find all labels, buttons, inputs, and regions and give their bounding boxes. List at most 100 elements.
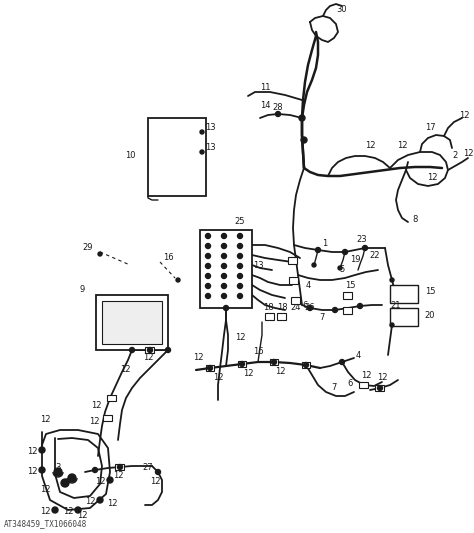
Text: 25: 25 <box>235 217 245 227</box>
Circle shape <box>98 252 102 256</box>
Text: 22: 22 <box>370 251 380 260</box>
Circle shape <box>332 308 337 312</box>
Circle shape <box>206 233 210 238</box>
Text: 12: 12 <box>361 370 371 379</box>
Text: 12: 12 <box>193 353 203 362</box>
Circle shape <box>237 244 243 248</box>
Circle shape <box>52 507 58 513</box>
Circle shape <box>357 303 363 309</box>
Circle shape <box>39 467 45 473</box>
Text: 12: 12 <box>150 478 160 487</box>
Text: 12: 12 <box>243 369 253 378</box>
Text: 16: 16 <box>253 348 264 357</box>
Text: 12: 12 <box>143 353 153 362</box>
Bar <box>277 312 286 319</box>
Text: 4: 4 <box>356 351 361 359</box>
Circle shape <box>224 305 228 311</box>
Circle shape <box>92 467 98 472</box>
Text: 17: 17 <box>425 124 435 133</box>
Bar <box>108 395 117 401</box>
Bar <box>103 415 112 421</box>
Bar <box>200 230 252 308</box>
Circle shape <box>118 464 122 470</box>
Circle shape <box>208 366 212 370</box>
Text: 4: 4 <box>305 280 310 289</box>
Circle shape <box>200 150 204 154</box>
Text: 12: 12 <box>27 448 37 456</box>
Circle shape <box>221 233 227 238</box>
Circle shape <box>237 263 243 269</box>
Text: 15: 15 <box>345 280 355 289</box>
Text: 12: 12 <box>365 141 375 149</box>
Text: 13: 13 <box>205 143 215 152</box>
Text: 12: 12 <box>85 497 95 506</box>
Circle shape <box>75 507 81 513</box>
Text: 13: 13 <box>253 261 264 270</box>
Bar <box>302 362 310 368</box>
Text: 12: 12 <box>89 417 99 426</box>
Text: 8: 8 <box>412 215 418 224</box>
Bar <box>290 277 299 284</box>
Circle shape <box>308 305 312 311</box>
Text: 7: 7 <box>319 313 325 322</box>
Text: 26: 26 <box>305 303 315 312</box>
Text: 6: 6 <box>347 379 353 389</box>
Text: 12: 12 <box>40 416 50 424</box>
Text: 12: 12 <box>427 174 437 182</box>
Text: 29: 29 <box>83 244 93 253</box>
Circle shape <box>206 244 210 248</box>
Text: 24: 24 <box>291 303 301 312</box>
Circle shape <box>221 273 227 279</box>
Text: 18: 18 <box>277 303 287 312</box>
Text: 12: 12 <box>235 334 245 343</box>
Text: 9: 9 <box>79 286 85 295</box>
Circle shape <box>237 284 243 288</box>
Circle shape <box>147 348 153 352</box>
Text: 12: 12 <box>113 471 123 480</box>
Circle shape <box>221 254 227 259</box>
Text: 12: 12 <box>77 512 87 521</box>
Bar <box>238 361 246 367</box>
Text: 12: 12 <box>40 486 50 495</box>
Text: 18: 18 <box>263 303 273 312</box>
Text: 14: 14 <box>260 101 270 109</box>
Text: AT348459_TX1066048: AT348459_TX1066048 <box>4 519 87 528</box>
Text: 27: 27 <box>143 464 153 472</box>
Circle shape <box>316 247 320 253</box>
Circle shape <box>237 273 243 279</box>
Circle shape <box>390 323 394 327</box>
Text: 12: 12 <box>213 374 223 383</box>
Text: 6: 6 <box>302 301 308 310</box>
Circle shape <box>363 246 367 251</box>
Text: 12: 12 <box>27 467 37 477</box>
Text: 12: 12 <box>459 110 469 119</box>
Text: 30: 30 <box>337 5 347 14</box>
Bar <box>270 359 278 365</box>
Circle shape <box>221 263 227 269</box>
Text: 16: 16 <box>163 254 173 262</box>
Circle shape <box>303 362 309 367</box>
Circle shape <box>237 254 243 259</box>
Text: 3: 3 <box>55 463 61 472</box>
Text: 23: 23 <box>357 236 367 245</box>
Circle shape <box>61 479 69 487</box>
Text: 12: 12 <box>377 374 387 383</box>
Text: 7: 7 <box>331 384 337 392</box>
Circle shape <box>221 294 227 298</box>
Circle shape <box>312 263 316 267</box>
Circle shape <box>54 468 62 476</box>
Text: 12: 12 <box>120 366 130 375</box>
Text: 12: 12 <box>463 149 473 158</box>
Text: 20: 20 <box>425 311 435 319</box>
Circle shape <box>97 497 103 503</box>
Circle shape <box>299 115 305 121</box>
Text: 28: 28 <box>273 103 283 112</box>
Bar <box>375 385 384 391</box>
Text: 11: 11 <box>260 84 270 93</box>
Circle shape <box>343 249 347 254</box>
Bar <box>148 118 206 196</box>
Circle shape <box>221 244 227 248</box>
Circle shape <box>339 359 345 365</box>
Circle shape <box>301 137 307 143</box>
Bar <box>292 296 301 303</box>
